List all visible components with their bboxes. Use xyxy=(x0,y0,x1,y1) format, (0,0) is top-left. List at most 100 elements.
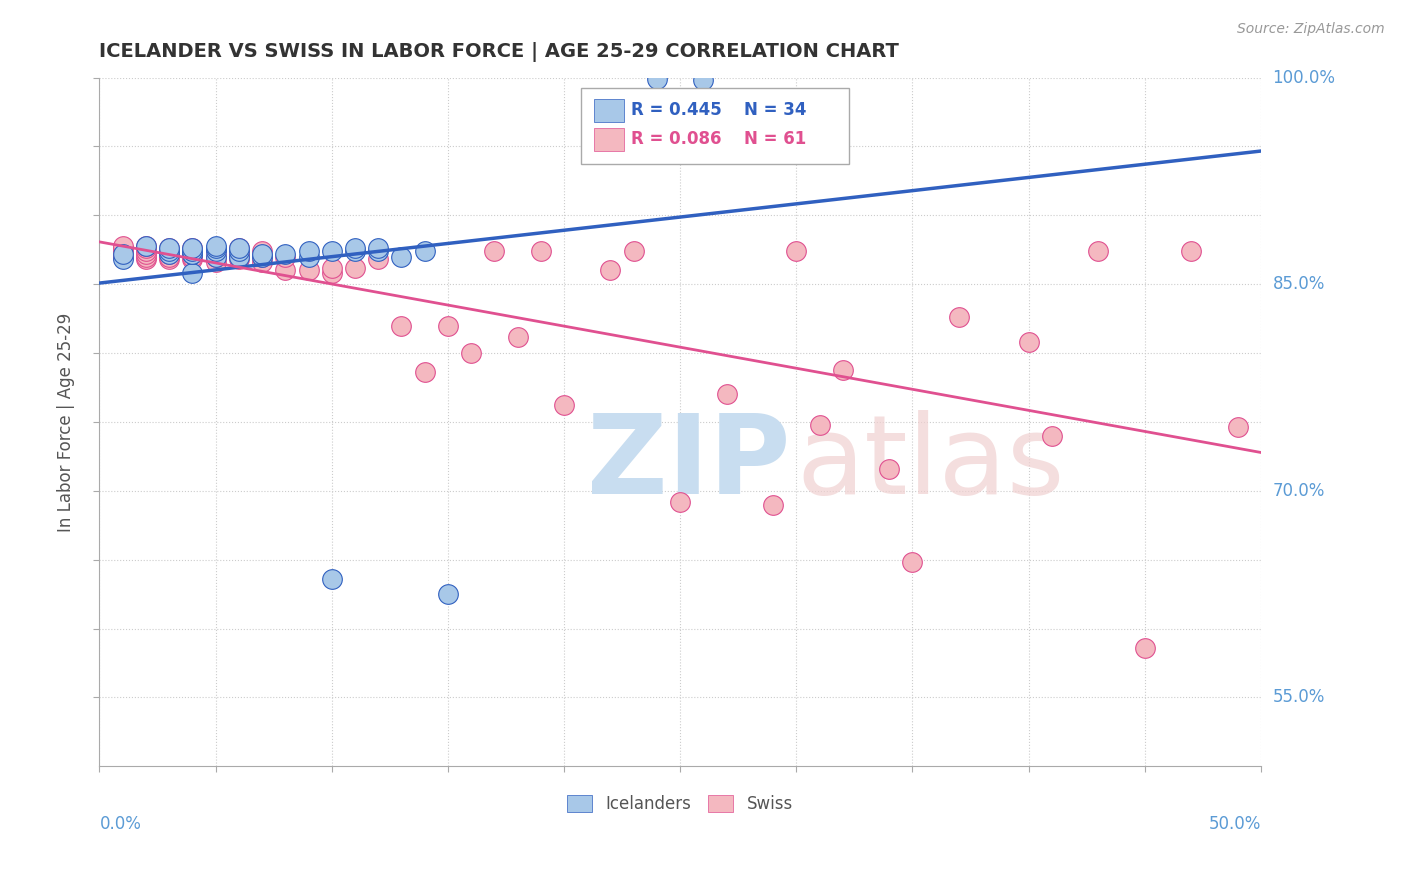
Point xyxy=(460,346,482,360)
Text: R = 0.086: R = 0.086 xyxy=(631,130,721,148)
Point xyxy=(181,247,204,261)
Text: 55.0%: 55.0% xyxy=(1272,689,1324,706)
Point xyxy=(111,238,134,252)
Point xyxy=(530,244,553,259)
Point xyxy=(204,250,226,264)
Point xyxy=(297,244,319,259)
Point xyxy=(204,241,226,255)
Point xyxy=(1040,428,1063,442)
Text: atlas: atlas xyxy=(796,409,1064,516)
Text: R = 0.445: R = 0.445 xyxy=(631,101,723,119)
Point xyxy=(204,238,226,252)
Point xyxy=(391,250,413,264)
Point xyxy=(692,73,714,87)
Y-axis label: In Labor Force | Age 25-29: In Labor Force | Age 25-29 xyxy=(58,312,75,532)
Point xyxy=(1226,420,1249,434)
Text: N = 34: N = 34 xyxy=(744,101,807,119)
Point xyxy=(157,247,180,261)
Point xyxy=(250,255,273,269)
Text: ICELANDER VS SWISS IN LABOR FORCE | AGE 25-29 CORRELATION CHART: ICELANDER VS SWISS IN LABOR FORCE | AGE … xyxy=(100,42,900,62)
Point xyxy=(669,495,692,509)
Point xyxy=(785,244,807,259)
Point xyxy=(1133,640,1156,655)
FancyBboxPatch shape xyxy=(582,88,849,164)
Point xyxy=(111,247,134,261)
Point xyxy=(274,250,297,264)
Point xyxy=(111,250,134,264)
Point xyxy=(877,462,900,476)
Point xyxy=(343,244,366,259)
Text: 70.0%: 70.0% xyxy=(1272,482,1324,500)
Point xyxy=(181,247,204,261)
Point xyxy=(181,247,204,261)
Point xyxy=(343,241,366,255)
Point xyxy=(1087,244,1109,259)
Point xyxy=(111,252,134,267)
Point xyxy=(157,241,180,255)
Point xyxy=(135,238,157,252)
Point xyxy=(204,250,226,264)
Legend: Icelanders, Swiss: Icelanders, Swiss xyxy=(561,789,800,820)
Point xyxy=(135,238,157,252)
Point xyxy=(228,250,250,264)
Point xyxy=(716,387,738,401)
Point xyxy=(135,247,157,261)
Point xyxy=(204,255,226,269)
Point xyxy=(1180,244,1202,259)
Point xyxy=(484,244,506,259)
Point xyxy=(157,250,180,264)
Point xyxy=(250,247,273,261)
Point xyxy=(250,244,273,259)
Text: ZIP: ZIP xyxy=(588,409,790,516)
Point xyxy=(228,250,250,264)
Point xyxy=(157,241,180,255)
Point xyxy=(250,250,273,264)
Point xyxy=(367,244,389,259)
Point xyxy=(135,244,157,259)
Point xyxy=(437,318,460,333)
Point xyxy=(831,362,853,376)
Point xyxy=(437,587,460,601)
Point xyxy=(181,244,204,259)
Point xyxy=(343,260,366,275)
Point xyxy=(413,365,436,379)
Point xyxy=(321,572,343,586)
Point xyxy=(111,247,134,261)
Point xyxy=(228,241,250,255)
Point xyxy=(135,241,157,255)
Point xyxy=(506,329,529,343)
Point xyxy=(181,241,204,255)
Point xyxy=(321,260,343,275)
Point xyxy=(762,498,785,512)
Point xyxy=(181,241,204,255)
Text: 85.0%: 85.0% xyxy=(1272,276,1324,293)
Point xyxy=(274,247,297,261)
Point xyxy=(553,399,575,413)
Point xyxy=(367,252,389,267)
Point xyxy=(808,417,831,432)
Point xyxy=(181,250,204,264)
Text: 50.0%: 50.0% xyxy=(1209,814,1261,832)
Point xyxy=(250,250,273,264)
Point xyxy=(391,318,413,333)
Point xyxy=(413,244,436,259)
Text: N = 61: N = 61 xyxy=(744,130,806,148)
Text: Source: ZipAtlas.com: Source: ZipAtlas.com xyxy=(1237,22,1385,37)
Point xyxy=(228,247,250,261)
Point xyxy=(321,266,343,280)
Point xyxy=(111,241,134,255)
Point xyxy=(297,250,319,264)
Point xyxy=(135,250,157,264)
Point xyxy=(948,310,970,325)
Point xyxy=(623,244,645,259)
Point xyxy=(599,263,621,277)
Point xyxy=(204,244,226,259)
Point xyxy=(321,244,343,259)
Point xyxy=(1018,334,1040,349)
Point xyxy=(228,252,250,267)
Point xyxy=(181,266,204,280)
Point xyxy=(111,244,134,259)
Point xyxy=(157,247,180,261)
Point xyxy=(297,263,319,277)
Text: 100.0%: 100.0% xyxy=(1272,69,1336,87)
